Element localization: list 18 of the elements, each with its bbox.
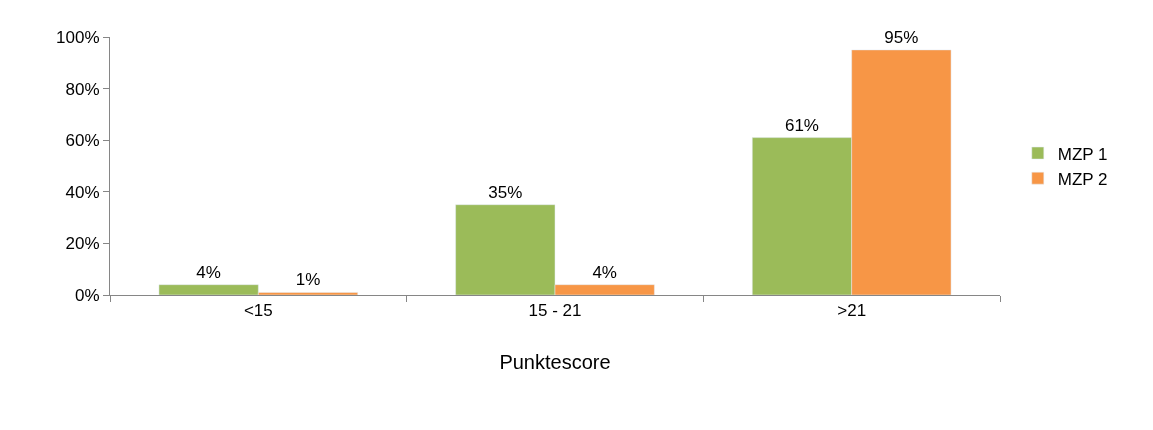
- data-label: 95%: [884, 27, 919, 47]
- legend-label: MZP 2: [1057, 169, 1108, 189]
- x-axis-title: Punktescore: [499, 350, 611, 373]
- data-label: 61%: [784, 115, 819, 135]
- y-tick-label: 60%: [65, 131, 100, 151]
- data-label: 4%: [196, 262, 221, 282]
- data-label: 35%: [488, 182, 523, 202]
- y-tick-label: 100%: [56, 27, 100, 47]
- y-tick-label: 40%: [65, 182, 100, 202]
- x-tick-label: <15: [243, 301, 273, 321]
- legend-label: MZP 1: [1057, 144, 1108, 164]
- data-label: 4%: [592, 262, 617, 282]
- data-label: 1%: [295, 270, 321, 290]
- x-tick-label: 15 - 21: [528, 301, 582, 321]
- y-tick-label: 80%: [65, 79, 100, 99]
- y-tick-label: 0%: [75, 285, 100, 305]
- x-tick-label: >21: [837, 301, 867, 321]
- y-tick-label: 20%: [65, 234, 100, 254]
